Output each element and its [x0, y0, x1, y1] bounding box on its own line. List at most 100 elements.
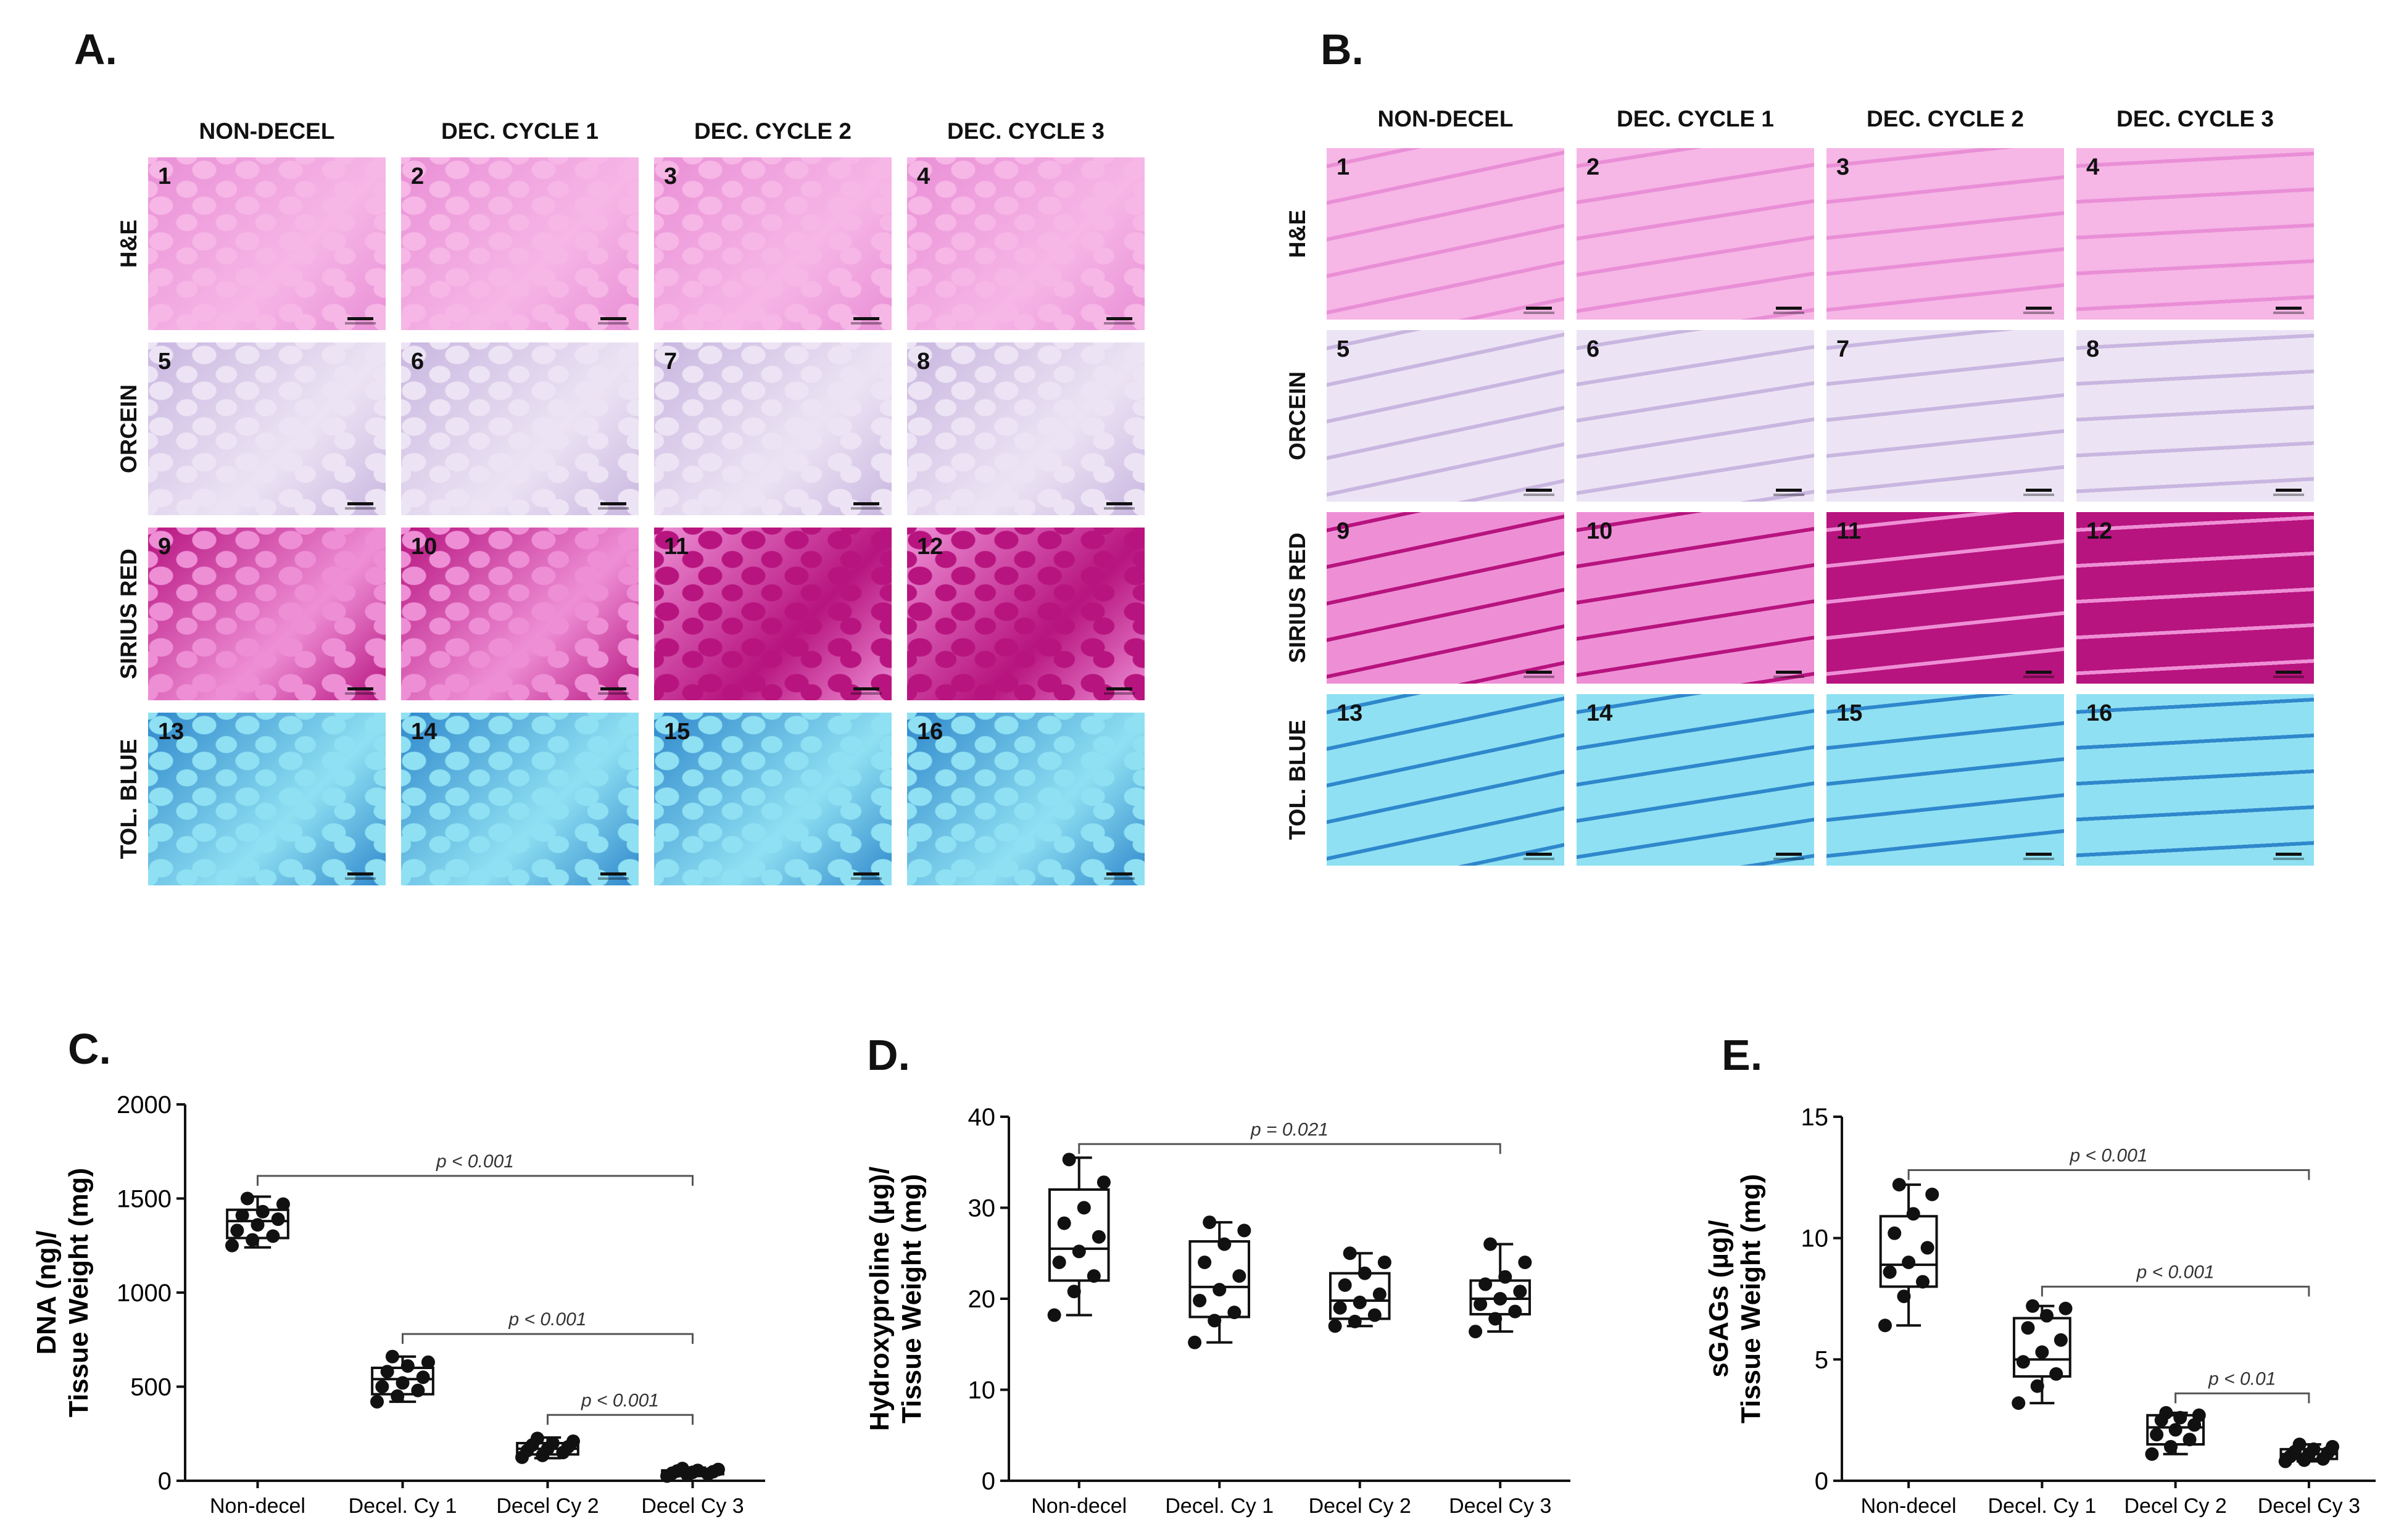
data-point — [1348, 1314, 1362, 1328]
significance-bracket — [1907, 1169, 2310, 1180]
data-point — [1916, 1275, 1930, 1289]
data-point — [1217, 1237, 1232, 1251]
tile-number: 9 — [158, 534, 172, 560]
data-point — [1353, 1295, 1367, 1309]
data-point — [530, 1431, 544, 1446]
data-point — [1096, 1175, 1111, 1190]
x-tick-label: Non-decel — [210, 1494, 305, 1518]
y-tick-label: 40 — [968, 1104, 996, 1131]
data-point — [416, 1370, 430, 1385]
y-tick-label: 2000 — [117, 1091, 172, 1119]
data-point — [2054, 1333, 2068, 1347]
significance-label: p < 0.001 — [581, 1390, 659, 1410]
scale-bar — [345, 872, 376, 880]
y-tick-label: 0 — [1815, 1468, 1828, 1495]
tile-number: 9 — [1337, 518, 1350, 544]
tile-number: 7 — [664, 349, 678, 375]
histology-tile: 13 — [148, 713, 386, 885]
data-point — [1203, 1215, 1217, 1230]
x-tick-label: Decel. Cy 1 — [1988, 1494, 2097, 1518]
y-tick-label: 10 — [968, 1377, 996, 1404]
y-tick-label: 15 — [1801, 1104, 1829, 1131]
data-point — [380, 1365, 394, 1379]
significance-label: p < 0.001 — [508, 1309, 587, 1330]
data-point — [1087, 1269, 1101, 1283]
scale-bar — [1104, 502, 1135, 510]
data-point — [1343, 1246, 1357, 1261]
column-header-dec-cycle-2: DEC. CYCLE 2 — [694, 118, 852, 144]
x-tick-label: Decel. Cy 1 — [1165, 1494, 1274, 1518]
scale-bar — [851, 317, 882, 325]
data-point — [276, 1197, 290, 1211]
y-tick-label: 5 — [1815, 1346, 1828, 1373]
histology-tile: 9 — [148, 528, 386, 700]
data-point — [1232, 1269, 1246, 1283]
data-point — [251, 1218, 265, 1232]
column-header-dec-cycle-3: DEC. CYCLE 3 — [2116, 106, 2274, 131]
tile-number: 15 — [1836, 700, 1863, 726]
histology-tile: 15 — [654, 713, 892, 885]
y-axis-label: Tissue Weight (mg) — [897, 1174, 927, 1423]
data-point — [1072, 1244, 1086, 1259]
data-point — [1193, 1293, 1207, 1307]
dna-box-plot: DNA (ng)/Tissue Weight (mg) 0 500 1000 1500 2… — [31, 1091, 765, 1518]
histology-tile: 12 — [907, 528, 1145, 700]
scale-bar — [2023, 489, 2054, 496]
data-point — [1920, 1241, 1934, 1255]
tile-number: 10 — [411, 534, 437, 560]
tile-number: 6 — [1586, 336, 1600, 362]
data-point — [1062, 1153, 1076, 1167]
data-point — [225, 1238, 239, 1252]
data-point — [2021, 1321, 2035, 1335]
histology-tile: 10 — [401, 528, 639, 700]
data-point — [2307, 1442, 2321, 1456]
row-header-sirius-red: SIRIUS RED — [1285, 532, 1310, 663]
tile-number: 1 — [1337, 154, 1350, 180]
row-header-tol-blue: TOL. BLUE — [116, 739, 141, 859]
panel-label-e: E. — [1722, 1031, 1763, 1079]
histology-tile: 4 — [907, 157, 1145, 330]
data-point — [230, 1223, 244, 1238]
panel-label-c: C. — [68, 1025, 111, 1073]
x-tick-label: Decel. Cy 1 — [349, 1494, 457, 1518]
data-point — [1213, 1283, 1227, 1297]
data-point — [1513, 1285, 1527, 1299]
data-point — [1878, 1319, 1892, 1333]
data-point — [1892, 1178, 1906, 1192]
row-header-h-e: H&E — [1285, 209, 1310, 259]
data-point — [2292, 1438, 2307, 1451]
scale-bar — [1773, 853, 1804, 860]
scale-bar — [598, 872, 629, 880]
data-point — [2035, 1345, 2049, 1359]
tile-number: 11 — [1836, 518, 1862, 544]
column-header-non-decel: NON-DECEL — [1377, 106, 1514, 131]
tile-number: 13 — [158, 719, 184, 745]
data-point — [1488, 1312, 1503, 1326]
significance-bracket — [1078, 1143, 1501, 1154]
x-tick-label: Decel Cy 2 — [2124, 1494, 2226, 1518]
histology-tile: 5 — [148, 342, 386, 515]
y-tick-label: 1000 — [117, 1280, 172, 1307]
significance-label: p < 0.001 — [436, 1151, 514, 1172]
x-tick-label: Decel Cy 3 — [641, 1494, 744, 1518]
histology-tile: 2 — [1577, 148, 1814, 320]
data-point — [1906, 1207, 1920, 1221]
data-point — [1227, 1306, 1242, 1320]
histology-tile: 5 — [1327, 330, 1564, 502]
tile-number: 12 — [917, 534, 943, 560]
data-point — [1372, 1287, 1387, 1301]
box-iqr — [1048, 1188, 1110, 1282]
tile-number: 3 — [664, 164, 678, 189]
y-tick-label: 0 — [982, 1468, 995, 1495]
histology-tile: 7 — [1826, 330, 2064, 502]
tile-number: 16 — [917, 719, 943, 745]
data-point — [1067, 1285, 1081, 1299]
scale-bar — [2023, 307, 2054, 314]
y-axis-label: sGAGs (µg)/ — [1704, 1220, 1734, 1377]
data-point — [675, 1462, 689, 1476]
y-axis-label: Tissue Weight (mg) — [1736, 1174, 1766, 1423]
data-point — [411, 1383, 425, 1397]
data-point — [2150, 1428, 2164, 1442]
column-header-dec-cycle-2: DEC. CYCLE 2 — [1867, 106, 2024, 131]
scale-bar — [851, 502, 882, 510]
